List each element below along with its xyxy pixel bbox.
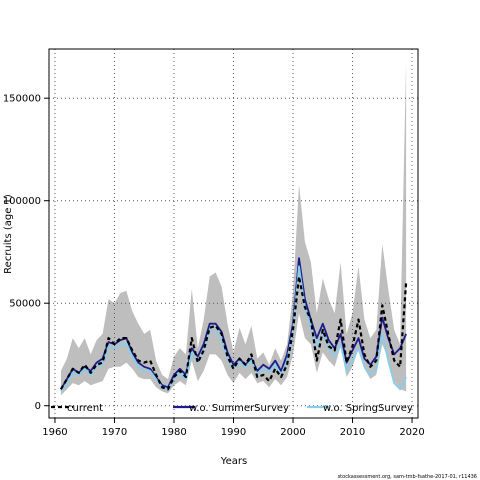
axes-layer: 1960 1970 1980 1990 2000 2010 2020 0 50000 100000…	[3, 94, 425, 438]
x-tick-label: 2010	[340, 427, 365, 438]
footnote: stockassessment.org, sam-tmb-fsathe-2017…	[338, 474, 477, 480]
legend-label-1: current	[67, 403, 103, 414]
x-tick-label: 1960	[42, 427, 67, 438]
grid-layer	[49, 49, 418, 418]
x-tick-label: 2020	[399, 427, 424, 438]
series-layer	[59, 257, 408, 392]
y-tick-label: 50000	[9, 299, 41, 310]
series-line-w-o-springsurvey	[60, 265, 407, 392]
x-tick-label: 1970	[102, 427, 127, 438]
legend-label-2: w.o. SummerSurvey	[189, 403, 289, 414]
x-tick-label: 1980	[161, 427, 186, 438]
y-tick-label: 100000	[3, 196, 41, 207]
uncertainty-band-layer	[60, 61, 407, 396]
y-tick-label: 0	[35, 401, 41, 412]
x-tick-label: 1990	[221, 427, 246, 438]
series-line-current	[59, 275, 408, 391]
legend: current w.o. SummerSurvey w.o. SpringSurve…	[51, 403, 413, 414]
x-tick-label: 2000	[280, 427, 305, 438]
uncertainty-band	[60, 61, 407, 396]
x-axis-title: Years	[220, 456, 247, 467]
y-tick-label: 150000	[3, 94, 41, 105]
y-axis-title: Recruits (age 1)	[3, 194, 14, 274]
legend-label-3: w.o. SpringSurvey	[323, 403, 413, 414]
